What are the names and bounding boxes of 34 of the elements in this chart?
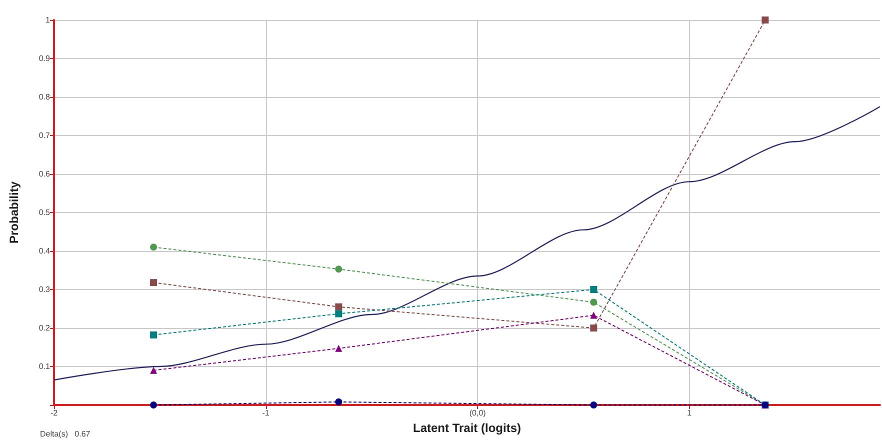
y-tick-label: 0.1 xyxy=(38,362,51,371)
point xyxy=(150,279,158,286)
line-series xyxy=(53,106,881,381)
y-tick-label: 0.5 xyxy=(38,208,51,217)
point xyxy=(335,303,342,310)
x-tick-label: -2 xyxy=(50,408,58,418)
point xyxy=(590,298,598,306)
y-tick-label: 0.7 xyxy=(38,131,51,140)
point xyxy=(590,286,598,293)
point xyxy=(150,366,158,374)
point xyxy=(335,266,342,273)
point xyxy=(590,324,598,332)
x-tick-label: 1 xyxy=(687,408,692,418)
x-axis-title: Latent Trait (logits) xyxy=(413,420,522,435)
point xyxy=(335,344,342,352)
point xyxy=(335,310,342,318)
x-tick-label: (0,0) xyxy=(469,408,486,418)
y-tick-label: 0.3 xyxy=(38,285,51,294)
y-tick-label: 0.9 xyxy=(38,54,51,63)
point xyxy=(590,402,598,408)
point xyxy=(335,398,342,406)
y-axis-title: Probability xyxy=(7,181,21,244)
y-tick-label: 1 xyxy=(46,16,51,24)
y-tick-label: 0.6 xyxy=(38,170,51,178)
text: Delta(s) 0.67 xyxy=(40,430,91,438)
point xyxy=(150,331,158,338)
y-tick-label: 0.2 xyxy=(38,324,51,332)
point xyxy=(762,16,769,24)
point xyxy=(150,244,158,251)
y-tick-label: 0.4 xyxy=(38,246,51,256)
point xyxy=(590,312,598,319)
y-tick-label: 0.8 xyxy=(38,92,51,102)
x-tick-label: -1 xyxy=(262,408,270,418)
point xyxy=(150,402,158,408)
